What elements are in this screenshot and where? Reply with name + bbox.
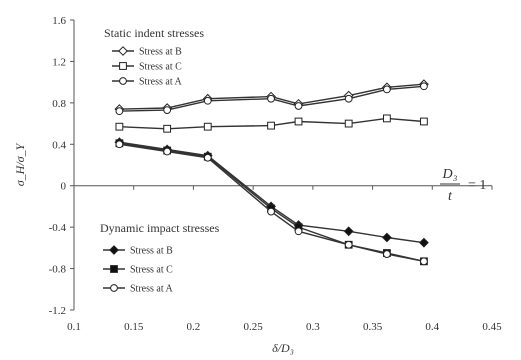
static-point	[294, 117, 303, 126]
y-tick-label: -0.8	[49, 264, 67, 276]
static-line	[119, 117, 424, 130]
static-point	[203, 122, 212, 131]
y-tick-label: 0	[61, 181, 67, 193]
y-tick-label: -1.2	[49, 305, 66, 317]
x-tick-label: 0.35	[363, 321, 383, 333]
legend-label: Stress at B	[130, 246, 173, 257]
annotation-equals: = 1	[468, 178, 486, 193]
y-tick-label: -0.4	[49, 222, 67, 234]
legend-marker	[119, 62, 127, 70]
static-point	[420, 82, 428, 91]
dynamic-legend-item: Stress at B	[103, 245, 173, 257]
legend-marker	[109, 245, 119, 255]
static-point	[383, 114, 391, 123]
dynamic-point	[267, 207, 275, 216]
annotation-numerator: D₃	[442, 167, 458, 182]
static-series-2	[115, 114, 428, 133]
y-axis-label: σ_H/σ_Y	[13, 142, 27, 186]
dynamic-point	[419, 237, 429, 248]
dynamic-legend-item: Stress at C	[103, 265, 173, 276]
x-tick-label: 0.1	[67, 321, 81, 333]
y-tick-label: 0.8	[52, 98, 66, 110]
legend-label: Stress at B	[139, 47, 182, 58]
axes: 0.1 0.15 0.2 0.25 0.3 0.35 0.4 0.45 -1.2 -0.8 -0.4…	[13, 15, 502, 355]
static-series-3	[115, 82, 428, 116]
dynamic-point	[203, 153, 212, 162]
dynamic-line	[119, 143, 425, 262]
static-point	[383, 85, 391, 94]
ratio-annotation: D₃ t = 1	[440, 167, 486, 204]
static-point	[163, 124, 172, 133]
series-layer	[114, 79, 429, 266]
dynamic-legend-item: Stress at A	[103, 284, 174, 295]
static-point	[267, 121, 275, 130]
dynamic-series-3	[115, 140, 428, 266]
legend-marker	[110, 284, 118, 292]
static-point	[344, 119, 353, 128]
dynamic-point	[115, 140, 124, 149]
dynamic-point	[381, 232, 392, 243]
legend-label: Stress at C	[139, 62, 182, 73]
dynamic-point	[420, 257, 428, 266]
static-point	[115, 122, 124, 131]
x-tick-label: 0.3	[306, 321, 320, 333]
dynamic-point	[383, 250, 391, 258]
static-point	[115, 107, 124, 116]
dynamic-line	[119, 142, 425, 262]
x-tick-label: 0.2	[187, 321, 201, 333]
static-point	[344, 94, 353, 103]
x-tick-label: 0.45	[482, 321, 502, 333]
dynamic-point	[344, 240, 353, 249]
x-tick-label: 0.4	[425, 321, 439, 333]
static-point	[420, 117, 428, 126]
static-point	[203, 96, 212, 105]
y-tick-label: 1.2	[52, 56, 66, 68]
legend-marker	[110, 265, 118, 273]
y-tick-label: 1.6	[52, 15, 66, 27]
x-tick-label: 0.25	[244, 321, 264, 333]
dynamic-point	[343, 226, 354, 237]
static-line	[119, 85, 424, 112]
legend-layer: Static indent stresses Stress at B Stress …	[100, 26, 220, 295]
dynamic-legend-title: Dynamic impact stresses	[100, 221, 220, 235]
legend-marker	[118, 46, 128, 56]
static-legend-item: Stress at A	[112, 77, 183, 88]
dynamic-point	[294, 227, 303, 236]
legend-label: Stress at A	[130, 284, 174, 295]
static-point	[267, 94, 275, 103]
static-line	[119, 83, 424, 110]
static-point	[294, 102, 303, 110]
annotation-denominator: t	[448, 189, 453, 204]
y-tick-label: 0.4	[52, 139, 66, 151]
x-axis-label: δ/D₃	[272, 341, 294, 355]
static-legend-item: Stress at B	[112, 46, 182, 58]
legend-marker	[119, 77, 127, 85]
static-legend-title: Static indent stresses	[104, 26, 204, 40]
x-tick-label: 0.15	[124, 321, 144, 333]
legend-label: Stress at C	[130, 265, 173, 276]
legend-label: Stress at A	[139, 77, 183, 88]
dynamic-point	[163, 147, 172, 156]
dynamic-line	[119, 141, 424, 244]
static-point	[163, 106, 172, 115]
static-legend-item: Stress at C	[112, 62, 182, 73]
